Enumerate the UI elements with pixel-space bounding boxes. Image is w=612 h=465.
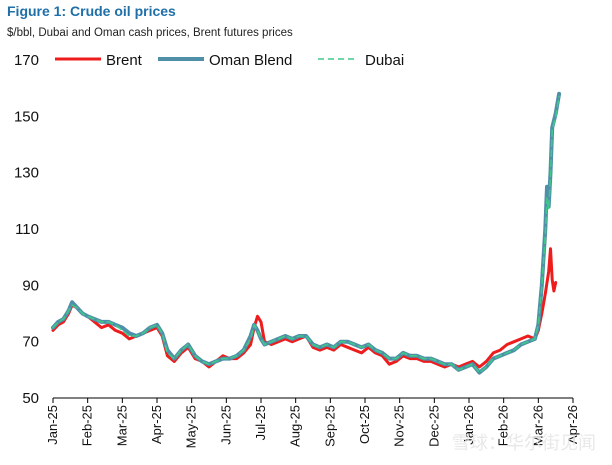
x-tick-label: Mar-25: [114, 405, 129, 446]
x-tick-label: Mar-26: [530, 405, 545, 446]
x-tick-label: Jul-25: [253, 405, 268, 440]
legend-label: Dubai: [365, 52, 404, 69]
x-tick-label: Apr-26: [565, 405, 580, 444]
series-line-brent: [51, 247, 558, 369]
x-tick-label: Feb-26: [496, 405, 511, 446]
y-tick-label: 130: [14, 165, 39, 182]
y-tick-label: 170: [14, 52, 39, 69]
x-tick-label: Aug-25: [288, 405, 303, 447]
x-tick-label: Jan-26: [461, 405, 476, 445]
x-tick-label: Sep-25: [322, 405, 337, 447]
y-tick-label: 90: [22, 277, 39, 294]
y-tick-label: 110: [15, 221, 39, 238]
axes-layer: 50 70 90 110 130 150 170 Jan-25 Feb-25 Mar-25 Apr-…: [14, 52, 580, 448]
x-tick-label: Dec-25: [426, 405, 441, 447]
legend-label: Brent: [106, 52, 143, 69]
y-tick-label: 150: [14, 108, 39, 125]
chart-title: Figure 1: Crude oil prices: [7, 3, 176, 19]
series-line-dubai: [52, 95, 560, 374]
x-tick-label: Oct-25: [357, 405, 372, 444]
x-tick-label: Jun-25: [218, 405, 233, 445]
x-tick-label: Feb-25: [80, 405, 95, 446]
x-tick-label: May-25: [184, 405, 199, 448]
legend-label: Oman Blend: [209, 52, 292, 69]
y-tick-label: 70: [22, 334, 39, 351]
watermark-text: 雪球：华尔街见闻: [452, 433, 596, 454]
chart-subtitle: $/bbl, Dubai and Oman cash prices, Brent…: [7, 27, 293, 39]
x-tick-label: Nov-25: [392, 405, 407, 447]
series-line-oman-blend: [51, 91, 562, 375]
x-tick-label: Jan-25: [45, 405, 60, 445]
legend: Brent Oman Blend Dubai: [55, 52, 404, 69]
series-layer: [51, 91, 562, 375]
y-tick-label: 50: [22, 390, 39, 407]
x-tick-label: Apr-25: [149, 405, 164, 444]
